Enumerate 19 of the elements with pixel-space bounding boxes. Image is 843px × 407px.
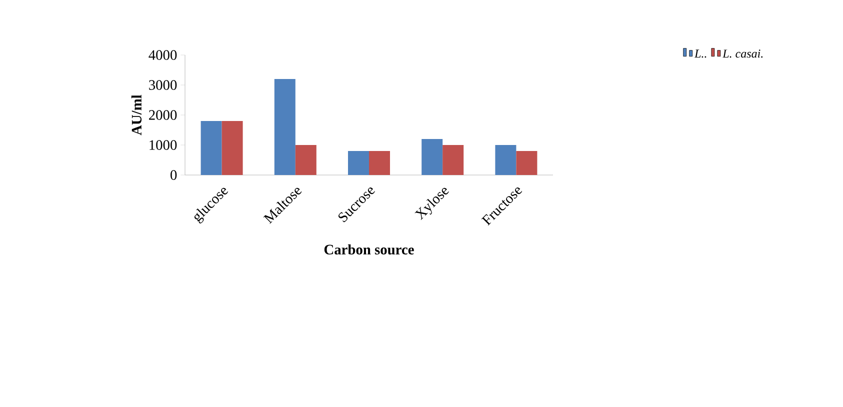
y-tick-label: 3000 <box>149 80 177 90</box>
bar <box>442 145 464 175</box>
y-tick-label: 0 <box>170 170 177 180</box>
bar <box>348 151 369 175</box>
bar <box>222 121 243 175</box>
y-axis-title: AU/ml <box>131 94 142 136</box>
bar <box>495 145 516 175</box>
bar <box>422 139 443 175</box>
legend-label: L.. <box>694 50 706 58</box>
bar <box>516 151 538 175</box>
legend-label: L. casai. <box>722 50 763 58</box>
bar <box>200 121 222 175</box>
y-tick-label: 2000 <box>149 110 177 120</box>
bar <box>369 151 390 175</box>
bar <box>295 145 316 175</box>
x-axis-title: Carbon source <box>324 244 414 255</box>
bar <box>274 79 296 175</box>
y-tick-label: 4000 <box>148 50 177 60</box>
y-tick-label: 1000 <box>150 140 177 150</box>
